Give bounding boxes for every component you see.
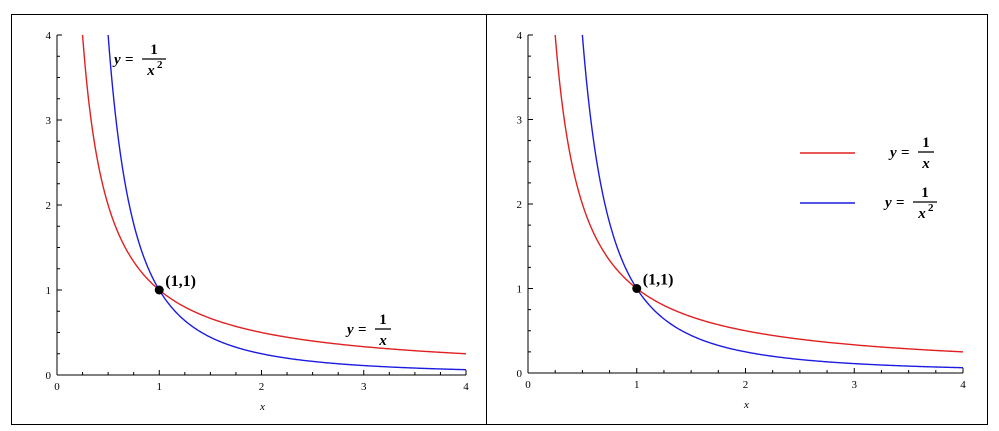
y-tick-label: 2 <box>517 199 523 211</box>
series-line-inverse-square <box>581 34 964 369</box>
y-tick-label: 3 <box>517 115 523 127</box>
legend-entry-label: y = 1 x 2 <box>883 185 937 222</box>
series-line-inverse <box>81 34 467 355</box>
equation-denominator: x <box>917 206 926 222</box>
legend-entry-label: y = 1 x <box>888 135 934 172</box>
series-line-inverse <box>554 34 964 353</box>
equation-equals: = <box>125 52 134 68</box>
x-tick-label: 4 <box>960 379 966 391</box>
x-axis-label: x <box>259 401 265 413</box>
equation-exponent: 2 <box>157 59 163 71</box>
equation-denominator: x <box>146 63 155 79</box>
equation-denominator: x <box>921 156 930 172</box>
equation-exponent: 2 <box>928 202 934 214</box>
series-line-inverse-square <box>107 34 467 371</box>
x-tick-label: 1 <box>157 381 163 393</box>
equation-numerator: 1 <box>922 135 930 151</box>
y-tick-label: 1 <box>46 285 52 297</box>
intersection-point <box>632 284 642 293</box>
y-tick-label: 4 <box>46 30 52 42</box>
equation-numerator: 1 <box>379 312 387 328</box>
legend: y =1xy =1x 2 <box>800 135 937 222</box>
x-tick-label: 1 <box>634 379 640 391</box>
x-tick-label: 4 <box>463 381 469 393</box>
equation-equals: = <box>901 145 910 161</box>
y-tick-label: 3 <box>46 115 52 127</box>
y-tick-label: 2 <box>46 200 52 212</box>
x-tick-label: 3 <box>852 379 858 391</box>
intersection-point-label: (1,1) <box>643 272 674 289</box>
x-tick-label: 0 <box>525 379 531 391</box>
y-tick-label: 1 <box>517 284 523 296</box>
x-tick-label: 0 <box>54 381 60 393</box>
intersection-point-label: (1,1) <box>165 273 196 290</box>
y-tick-label: 0 <box>517 368 523 380</box>
x-axis-label: x <box>743 399 749 411</box>
equation-lhs: y <box>883 195 892 211</box>
equation-lhs: y <box>112 52 121 68</box>
curve-equation-label: y = 1 x 2 <box>112 42 166 79</box>
equation-lhs: y <box>345 322 354 338</box>
y-tick-label: 4 <box>517 30 523 42</box>
equation-equals: = <box>358 322 367 338</box>
equation-numerator: 1 <box>150 42 158 58</box>
equation-denominator: x <box>378 333 387 349</box>
intersection-point <box>154 285 164 295</box>
outer-frame <box>11 14 988 425</box>
equation-lhs: y <box>888 145 897 161</box>
equation-numerator: 1 <box>921 185 929 201</box>
equation-equals: = <box>896 195 905 211</box>
x-tick-label: 2 <box>743 379 749 391</box>
curve-equation-label: y = 1 x <box>345 312 391 349</box>
y-tick-label: 0 <box>46 370 52 382</box>
x-tick-label: 3 <box>361 381 367 393</box>
x-tick-label: 2 <box>259 381 265 393</box>
